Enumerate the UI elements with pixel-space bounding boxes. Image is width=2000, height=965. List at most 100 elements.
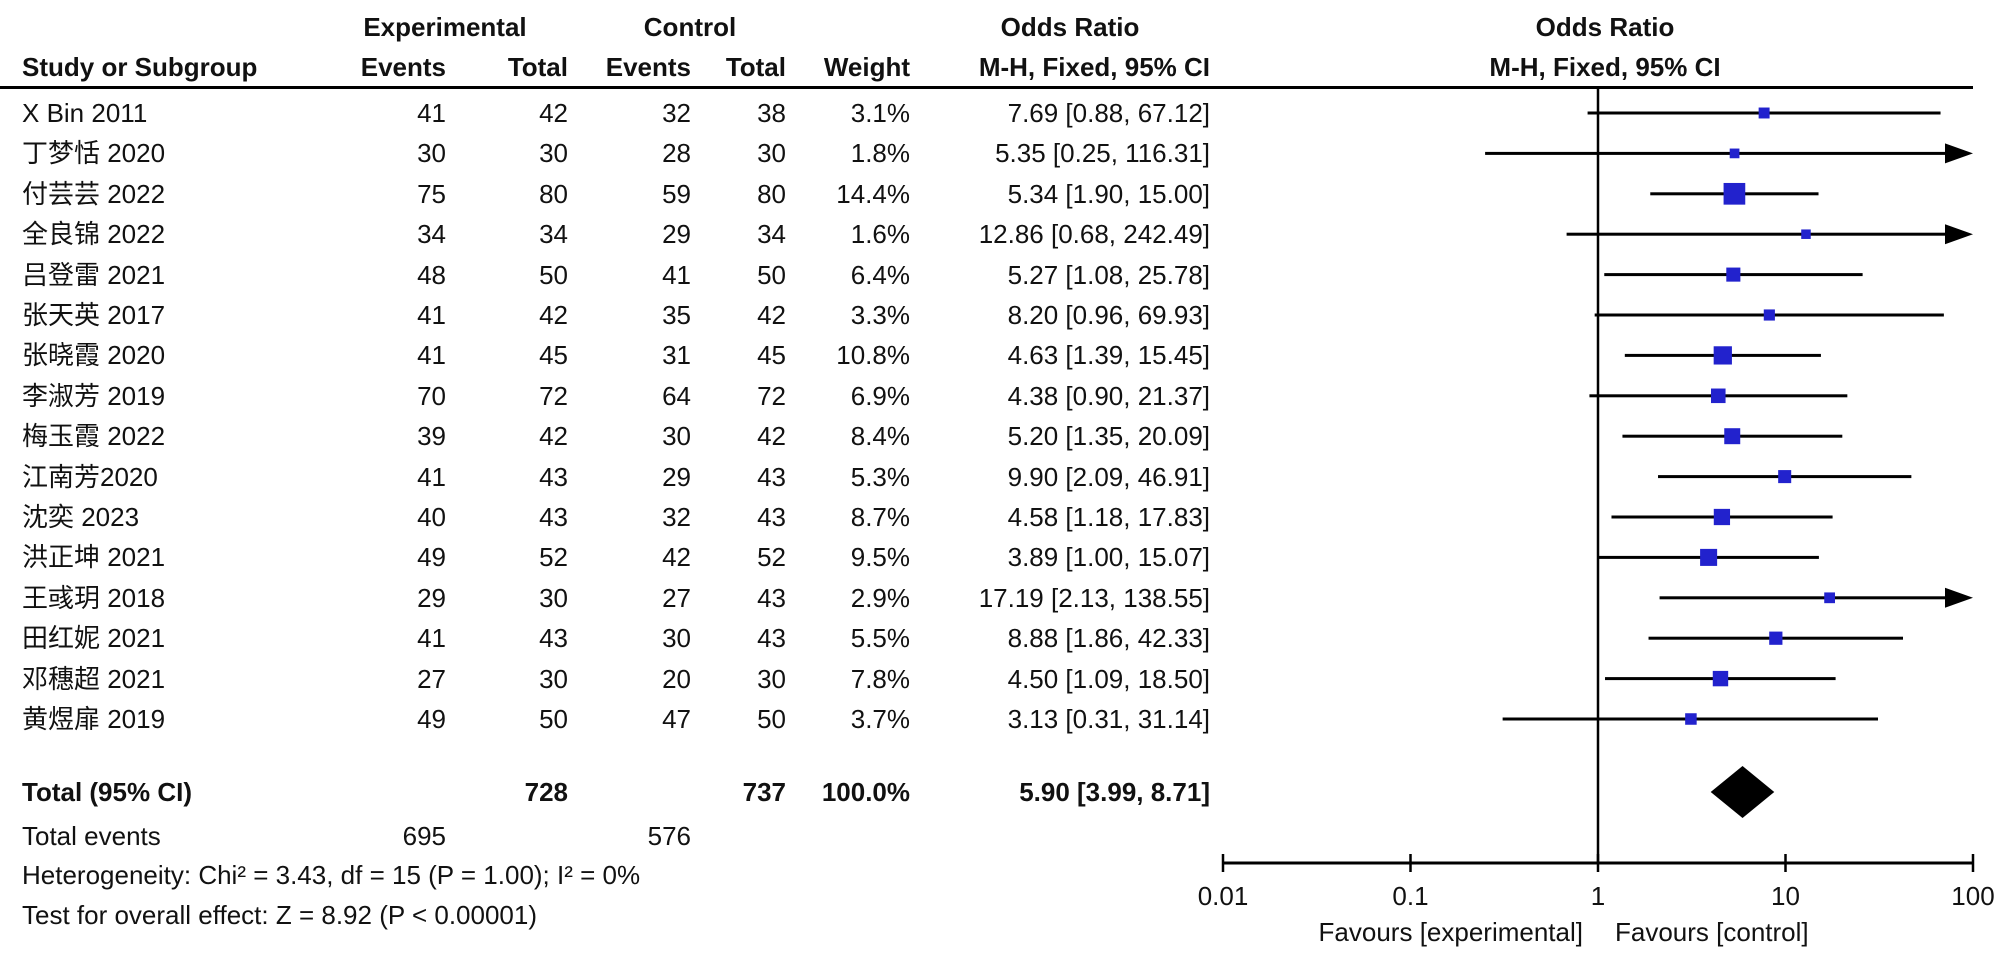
- study-total-ctl: 50: [757, 259, 786, 290]
- effect-square: [1700, 548, 1718, 566]
- study-weight: 9.5%: [850, 542, 910, 573]
- study-weight: 8.4%: [850, 421, 910, 452]
- axis-tick: [1409, 854, 1412, 872]
- ci-line: [1659, 596, 1945, 600]
- axis-tick-label: 0.01: [1198, 881, 1249, 911]
- study-name: 付芸芸 2022: [22, 178, 166, 209]
- col-header-events-ctl: Events: [605, 52, 691, 82]
- study-events-ctl: 35: [662, 300, 691, 330]
- study-name: 沈奕 2023: [22, 502, 140, 532]
- study-total-exp: 43: [539, 461, 568, 492]
- ci-arrow-right: [1945, 224, 1973, 245]
- study-events-ctl: 20: [662, 663, 691, 694]
- axis-tick-label: 0.1: [1392, 881, 1428, 911]
- axis-tick: [1971, 854, 1975, 872]
- study-events-exp: 49: [417, 704, 446, 734]
- effect-square: [1801, 229, 1811, 239]
- study-or-ci: 8.88 [1.86, 42.33]: [1007, 623, 1210, 654]
- study-total-ctl: 52: [757, 542, 786, 573]
- study-events-exp: 70: [417, 380, 446, 411]
- col-header-weight: Weight: [823, 52, 910, 82]
- study-or-ci: 4.38 [0.90, 21.37]: [1007, 380, 1210, 411]
- total-exp: 728: [524, 777, 568, 807]
- study-total-ctl: 43: [757, 623, 786, 654]
- study-events-ctl: 32: [662, 98, 691, 128]
- study-total-ctl: 72: [757, 380, 786, 411]
- study-total-exp: 30: [539, 582, 568, 613]
- study-or-ci: 7.69 [0.88, 67.12]: [1007, 98, 1210, 128]
- study-total-exp: 43: [539, 623, 568, 654]
- study-name: 洪正坤 2021: [22, 542, 166, 573]
- study-weight: 3.7%: [850, 704, 910, 734]
- study-events-ctl: 27: [662, 582, 691, 613]
- study-total-exp: 42: [539, 421, 568, 452]
- study-or-ci: 9.90 [2.09, 46.91]: [1007, 461, 1210, 492]
- effect-square: [1724, 428, 1741, 445]
- study-events-exp: 34: [417, 219, 446, 250]
- header-rule: [0, 86, 1973, 89]
- favours-right-label: Favours [control]: [1615, 917, 1809, 947]
- study-name: 梅玉霞 2022: [22, 421, 166, 452]
- study-events-exp: 41: [417, 461, 446, 492]
- col-header-events-exp: Events: [360, 52, 446, 82]
- study-total-ctl: 30: [757, 663, 786, 694]
- study-total-exp: 34: [539, 219, 568, 250]
- study-events-ctl: 59: [662, 178, 691, 209]
- study-name: 张天英 2017: [22, 300, 166, 330]
- study-weight: 6.9%: [850, 380, 910, 411]
- study-weight: 7.8%: [850, 663, 910, 694]
- study-name: 丁梦恬 2020: [22, 138, 166, 169]
- study-or-ci: 8.20 [0.96, 69.93]: [1007, 300, 1210, 330]
- effect-square: [1778, 470, 1792, 484]
- study-weight: 6.4%: [850, 259, 910, 290]
- study-total-exp: 42: [539, 300, 568, 330]
- study-events-exp: 29: [417, 582, 446, 613]
- study-weight: 14.4%: [836, 178, 910, 209]
- no-effect-line: [1596, 89, 1600, 863]
- study-total-exp: 80: [539, 178, 568, 209]
- axis-tick-label: 100: [1951, 881, 1994, 911]
- study-or-ci: 5.20 [1.35, 20.09]: [1007, 421, 1210, 452]
- effect-square: [1758, 107, 1770, 119]
- group-header-control: Control: [643, 12, 737, 42]
- study-or-ci: 12.86 [0.68, 242.49]: [978, 219, 1210, 250]
- study-total-ctl: 43: [757, 461, 786, 492]
- ci-arrow-right: [1945, 143, 1973, 164]
- study-total-exp: 43: [539, 502, 568, 532]
- total-or-ci: 5.90 [3.99, 8.71]: [1019, 777, 1210, 807]
- study-events-exp: 30: [417, 138, 446, 169]
- group-header-odds-ratio-table: Odds Ratio: [1000, 12, 1140, 42]
- effect-square: [1729, 148, 1740, 159]
- effect-square: [1824, 592, 1835, 604]
- total-diamond: [1710, 766, 1775, 818]
- study-events-ctl: 31: [662, 340, 691, 371]
- study-or-ci: 3.13 [0.31, 31.14]: [1007, 704, 1210, 734]
- study-events-exp: 41: [417, 340, 446, 371]
- study-events-ctl: 29: [662, 461, 691, 492]
- study-total-exp: 45: [539, 340, 568, 371]
- study-events-exp: 75: [417, 178, 446, 209]
- total-events-label: Total events: [22, 821, 161, 851]
- study-weight: 5.5%: [850, 623, 910, 654]
- study-events-ctl: 47: [662, 704, 691, 734]
- study-weight: 3.3%: [850, 300, 910, 330]
- effect-square: [1723, 182, 1746, 205]
- effect-square: [1726, 267, 1741, 282]
- total-weight: 100.0%: [821, 777, 910, 807]
- col-header-total-ctl: Total: [725, 52, 786, 82]
- study-events-ctl: 32: [662, 502, 691, 532]
- study-total-exp: 30: [539, 663, 568, 694]
- effect-square: [1685, 713, 1697, 725]
- effect-square: [1713, 346, 1732, 365]
- effect-square: [1769, 631, 1783, 645]
- study-name: 全良锦 2022: [22, 219, 166, 250]
- study-or-ci: 4.58 [1.18, 17.83]: [1007, 502, 1210, 532]
- study-weight: 2.9%: [850, 582, 910, 613]
- study-name: X Bin 2011: [22, 98, 148, 128]
- study-total-ctl: 42: [757, 421, 786, 452]
- ci-line: [1485, 151, 1945, 155]
- col-header-study: Study or Subgroup: [22, 52, 258, 82]
- group-header-odds-ratio-plot: Odds Ratio: [1535, 12, 1675, 42]
- axis-tick: [1784, 854, 1787, 872]
